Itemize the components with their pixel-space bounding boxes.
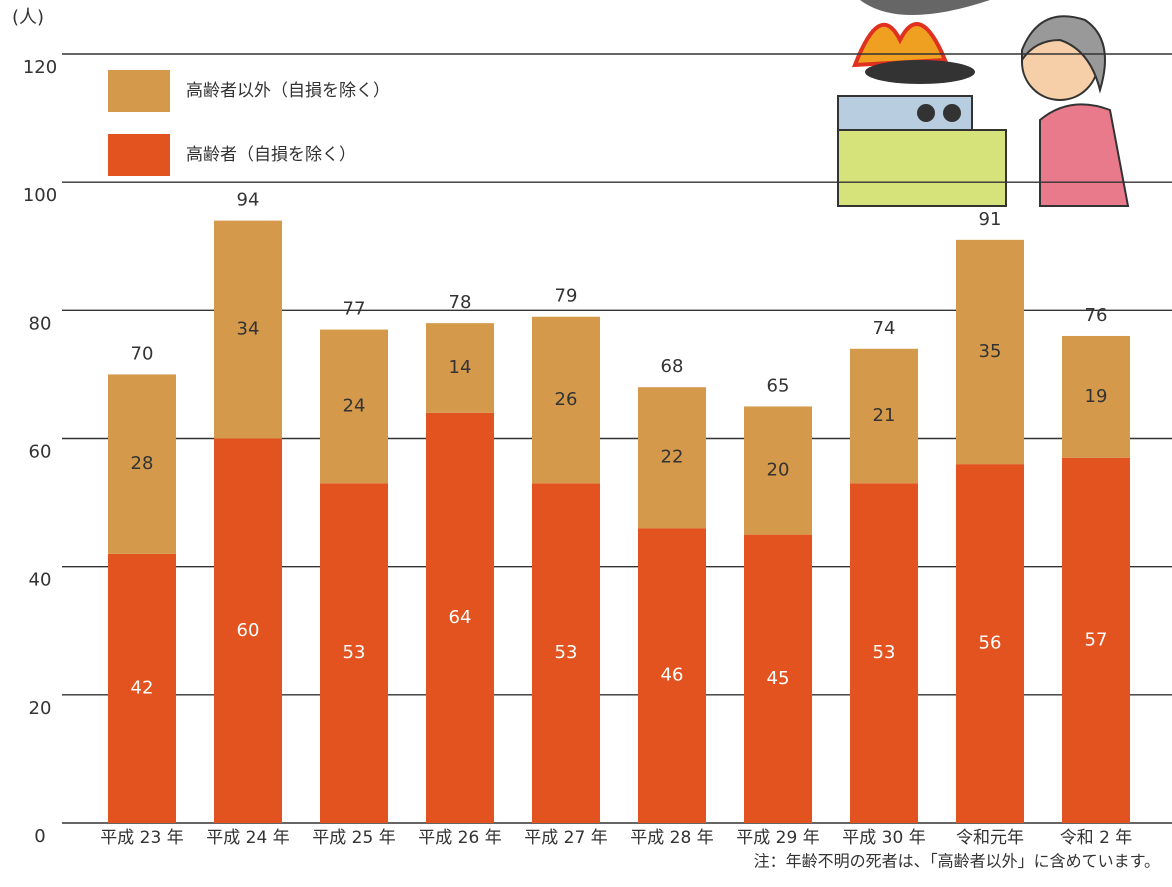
bar-segment — [320, 329, 388, 484]
total-label: 91 — [979, 209, 1002, 230]
x-tick-label: 平成 24 年 — [206, 828, 289, 848]
value-label: 35 — [979, 341, 1002, 362]
x-tick-label: 平成 28 年 — [630, 828, 713, 848]
y-tick-label: 80 — [29, 313, 52, 334]
x-tick-label: 平成 25 年 — [312, 828, 395, 848]
x-tick-label: 平成 26 年 — [418, 828, 501, 848]
value-label: 19 — [1085, 386, 1108, 407]
legend-swatch — [108, 70, 170, 112]
total-label: 79 — [555, 286, 578, 307]
x-tick-label: 平成 23 年 — [100, 828, 183, 848]
bar-segment — [850, 348, 918, 484]
y-unit: (人) — [12, 7, 44, 28]
value-label: 56 — [979, 633, 1002, 654]
bar-segment — [320, 483, 388, 823]
total-label: 76 — [1085, 305, 1108, 326]
value-label: 53 — [343, 642, 366, 663]
total-label: 68 — [661, 356, 684, 377]
value-label: 45 — [767, 668, 790, 689]
x-tick-label: 平成 29 年 — [736, 828, 819, 848]
bar-segment — [1062, 457, 1130, 823]
note: 注：年齢不明の死者は、「高齢者以外」に含めています。 — [754, 852, 1160, 871]
total-label: 65 — [767, 375, 790, 396]
value-label: 28 — [131, 453, 154, 474]
x-tick-label: 平成 27 年 — [524, 828, 607, 848]
total-label: 77 — [343, 299, 366, 320]
value-label: 21 — [873, 405, 896, 426]
y-tick-label: 60 — [29, 442, 52, 463]
bar-segment — [744, 406, 812, 535]
y-tick-label: 120 — [23, 57, 57, 78]
value-label: 42 — [131, 677, 154, 698]
bar-segment — [426, 412, 494, 823]
bar-segment — [214, 220, 282, 439]
y-tick-label: 0 — [34, 826, 45, 847]
bar-segment — [108, 553, 176, 823]
bar-segment — [956, 464, 1024, 823]
total-label: 78 — [449, 292, 472, 313]
total-label: 94 — [237, 190, 260, 211]
bar-segment — [956, 239, 1024, 465]
value-label: 57 — [1085, 629, 1108, 650]
value-label: 60 — [237, 620, 260, 641]
value-label: 22 — [661, 447, 684, 468]
value-label: 24 — [343, 395, 366, 416]
value-label: 20 — [767, 460, 790, 481]
y-tick-label: 100 — [23, 185, 57, 206]
total-label: 74 — [873, 318, 896, 339]
bar-segment — [532, 316, 600, 484]
x-tick-label: 令和元年 — [956, 828, 1024, 848]
bar-segment — [108, 374, 176, 554]
total-label: 70 — [131, 343, 154, 364]
illustration — [837, 0, 1130, 207]
x-tick-label: 令和 2 年 — [1060, 828, 1133, 848]
value-label: 46 — [661, 665, 684, 686]
bar-segment — [214, 438, 282, 823]
value-label: 26 — [555, 389, 578, 410]
x-tick-label: 平成 30 年 — [842, 828, 925, 848]
bar-segment — [638, 387, 706, 529]
bar-segment — [850, 483, 918, 823]
legend-swatch — [108, 134, 170, 176]
bar-segment — [638, 528, 706, 823]
value-label: 53 — [873, 642, 896, 663]
y-tick-label: 40 — [29, 570, 52, 591]
bar-segment — [532, 483, 600, 823]
value-label: 64 — [449, 607, 472, 628]
legend-label: 高齢者以外（自損を除く） — [186, 81, 390, 101]
bar-segment — [744, 534, 812, 823]
bar-segment — [426, 323, 494, 413]
value-label: 34 — [237, 319, 260, 340]
legend-label: 高齢者（自損を除く） — [186, 145, 356, 165]
bar-segment — [1062, 335, 1130, 458]
value-label: 14 — [449, 357, 472, 378]
y-tick-label: 20 — [29, 698, 52, 719]
value-label: 53 — [555, 642, 578, 663]
